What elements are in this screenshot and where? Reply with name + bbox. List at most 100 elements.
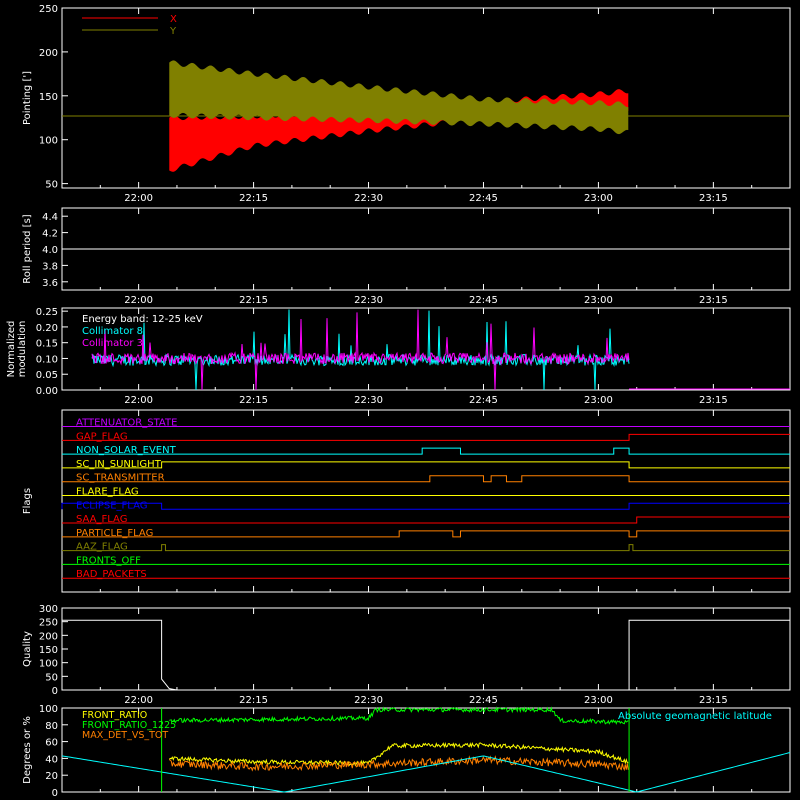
y-tick-label: 100 [39,136,58,147]
y-axis-label: Flags [22,488,33,514]
y-tick-label: 0 [52,788,58,799]
flag-trace [62,447,790,455]
flag-trace [62,461,790,469]
flag-label: PARTICLE_FLAG [76,528,153,539]
flag-trace [62,475,790,483]
x-tick-label: 23:15 [699,395,728,406]
legend-entry: Collimator 3 [82,338,143,349]
flag-label: FRONTS_OFF [76,555,141,566]
quality-line [62,619,790,691]
x-tick-label: 22:15 [239,193,268,204]
legend-entry: Y [169,26,177,37]
x-tick-label: 22:15 [239,295,268,306]
y-axis-label: Roll period [s] [22,214,33,283]
y-axis-label: Degrees or % [22,716,33,784]
flag-label: AAZ_FLAG [76,542,128,553]
panel-3: 22:00 22:15 22:30 22:45 23:00 23:15 0.00 0.05 0.… [6,307,791,406]
legend-entry: FRONT_RATIO_1225 [82,720,176,731]
x-tick-label: 23:00 [584,193,613,204]
y-tick-label: 40 [45,754,58,765]
modulation-series-2 [91,309,630,391]
flag-trace [61,502,790,510]
degrees-series-3 [169,755,629,772]
legend-entry: Collimator 8 [82,326,143,337]
y-tick-label: 250 [39,4,58,15]
x-tick-label: 22:45 [469,395,498,406]
y-tick-label: 0.05 [36,370,58,381]
panel-4: Flags ATTENUATOR_STATE GAP_FLAG NON_SOLAR_E… [22,409,791,593]
y-axis-label: Quality [22,631,33,667]
y-tick-label: 200 [39,48,58,59]
y-tick-label: 0.25 [36,307,58,318]
y-tick-label: 80 [45,721,58,732]
panel-5: 22:00 22:15 22:30 22:45 23:00 23:15 0 50 100 150 2… [22,604,791,706]
x-tick-label: 22:00 [124,193,153,204]
y-tick-label: 150 [39,645,58,656]
y-axis-label: Normalizedmodulation [6,321,28,378]
panel-frame [61,7,791,189]
flag-label: BAD_PACKETS [76,569,147,580]
legend-entry: FRONT_RATIO [82,710,147,721]
x-tick-label: 22:45 [469,695,498,706]
flag-trace [62,530,790,538]
x-tick-label: 22:30 [354,395,383,406]
modulation-series-1 [91,309,630,391]
flag-label: GAP_FLAG [76,431,128,442]
y-tick-label: 3.6 [42,278,58,289]
y-tick-label: 250 [39,618,58,629]
legend-entry: X [170,14,177,25]
x-tick-label: 23:15 [699,695,728,706]
x-tick-label: 22:15 [239,695,268,706]
y-tick-label: 100 [39,704,58,715]
x-tick-label: 23:00 [584,295,613,306]
series-y-envelope [169,60,629,135]
x-tick-label: 22:30 [354,295,383,306]
flag-label: SC_IN_SUNLIGHT [76,459,162,470]
y-tick-label: 0 [52,686,58,697]
flag-label: ECLIPSE_FLAG [76,500,147,511]
y-tick-label: 200 [39,631,58,642]
y-tick-label: 0.00 [36,386,58,397]
geomagnetic-annotation: Absolute geomagnetic latitude [618,711,772,722]
x-tick-label: 22:30 [354,193,383,204]
y-tick-label: 50 [45,180,58,191]
x-tick-label: 22:45 [469,193,498,204]
x-tick-label: 22:30 [354,695,383,706]
y-tick-label: 3.8 [42,261,58,272]
flag-trace [62,544,790,552]
y-tick-label: 0.10 [36,354,58,365]
y-tick-label: 4.0 [42,245,58,256]
degrees-series-2 [169,706,629,725]
y-tick-label: 50 [45,672,58,683]
panel-2: 22:00 22:15 22:30 22:45 23:00 23:15 3.6 3.8 4.0 4… [22,207,791,306]
y-tick-label: 0.15 [36,339,58,350]
flag-label: NON_SOLAR_EVENT [76,445,177,456]
flag-trace [62,516,790,524]
y-axis-label: Pointing ['] [22,71,33,125]
x-tick-label: 22:00 [124,395,153,406]
y-tick-label: 100 [39,659,58,670]
x-tick-label: 23:15 [699,295,728,306]
x-tick-label: 23:00 [584,395,613,406]
x-tick-label: 23:15 [699,193,728,204]
flag-label: FLARE_FLAG [76,486,139,497]
x-tick-label: 22:00 [124,695,153,706]
y-tick-label: 150 [39,92,58,103]
y-tick-label: 300 [39,604,58,615]
y-tick-label: 4.2 [42,229,58,240]
degrees-series-1 [168,741,629,767]
y-tick-label: 4.4 [42,212,58,223]
x-tick-label: 22:15 [239,395,268,406]
panel-frame [61,307,791,391]
flag-label: SAA_FLAG [76,514,127,525]
flag-label: SC_TRANSMITTER [76,473,165,484]
legend-entry: MAX_DET_VS_TOT [82,730,168,741]
x-tick-label: 22:00 [124,295,153,306]
panel-frame [61,409,791,593]
panel-1: 22:00 22:15 22:30 22:45 23:00 23:15 50 100 150 20… [22,4,791,204]
y-tick-label: 0.20 [36,323,58,334]
flag-trace [62,433,790,441]
x-tick-label: 23:00 [584,695,613,706]
panel-frame [61,707,791,793]
